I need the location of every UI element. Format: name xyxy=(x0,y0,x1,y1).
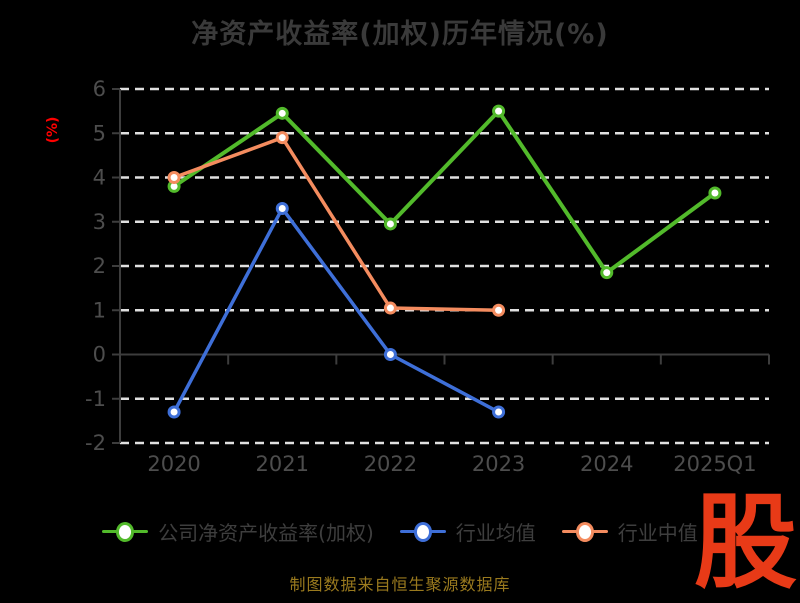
y-tick-label: 1 xyxy=(93,298,106,322)
roe-line-chart: -2 -1 0 1 2 3 4 5 6 2020 2021 2022 2023 2024 2025Q1 (%) xyxy=(45,77,770,476)
y-tick-label: -2 xyxy=(85,431,106,455)
data-point-marker xyxy=(492,405,506,419)
data-point-marker xyxy=(275,131,289,145)
data-point-marker xyxy=(492,104,506,118)
x-tick-label: 2020 xyxy=(147,452,200,476)
data-point-marker xyxy=(708,186,722,200)
data-point-marker xyxy=(275,201,289,215)
y-tick-label: 4 xyxy=(93,166,106,190)
data-point-marker xyxy=(167,171,181,184)
y-tick-label: 3 xyxy=(93,210,106,234)
x-tick-label: 2023 xyxy=(472,452,525,476)
data-point-marker xyxy=(383,348,397,361)
legend-item-industry-mean[interactable]: 行业均值 xyxy=(399,517,536,546)
legend-marker-icon xyxy=(102,520,149,544)
legend-marker-icon xyxy=(399,520,446,544)
data-source-note: 制图数据来自恒生聚源数据库 xyxy=(289,575,511,594)
legend-label: 行业中值 xyxy=(617,521,698,545)
data-point-marker xyxy=(600,266,614,280)
legend-label: 公司净资产收益率(加权) xyxy=(158,521,374,545)
y-tick-label: 5 xyxy=(93,121,106,145)
y-tick-label: -1 xyxy=(85,387,106,411)
data-point-marker xyxy=(492,303,506,317)
series-line-1 xyxy=(172,206,501,414)
legend-item-industry-median[interactable]: 行业中值 xyxy=(561,517,698,546)
chart-title: 净资产收益率(加权)历年情况(%) xyxy=(191,19,609,50)
x-tick-label: 2024 xyxy=(580,452,633,476)
y-tick-label: 0 xyxy=(93,343,106,367)
y-axis-unit-label: (%) xyxy=(45,117,61,144)
data-point-marker xyxy=(275,106,289,120)
legend-label: 行业均值 xyxy=(455,521,536,545)
data-point-marker xyxy=(383,217,397,231)
series-line-2 xyxy=(172,135,501,312)
x-tick-label: 2021 xyxy=(256,452,309,476)
legend-item-company-roe[interactable]: 公司净资产收益率(加权) xyxy=(102,517,374,546)
y-tick-label: 2 xyxy=(93,254,106,278)
watermark-logo: 股 xyxy=(694,483,797,603)
data-point-marker xyxy=(383,301,397,315)
x-tick-label: 2025Q1 xyxy=(673,452,756,476)
data-point-marker xyxy=(167,405,181,419)
legend-marker-icon xyxy=(561,520,608,544)
x-tick-label: 2022 xyxy=(364,452,417,476)
legend: 公司净资产收益率(加权) 行业均值 行业中值 xyxy=(0,517,800,546)
y-tick-label: 6 xyxy=(93,77,106,101)
series-line-0 xyxy=(172,109,717,275)
